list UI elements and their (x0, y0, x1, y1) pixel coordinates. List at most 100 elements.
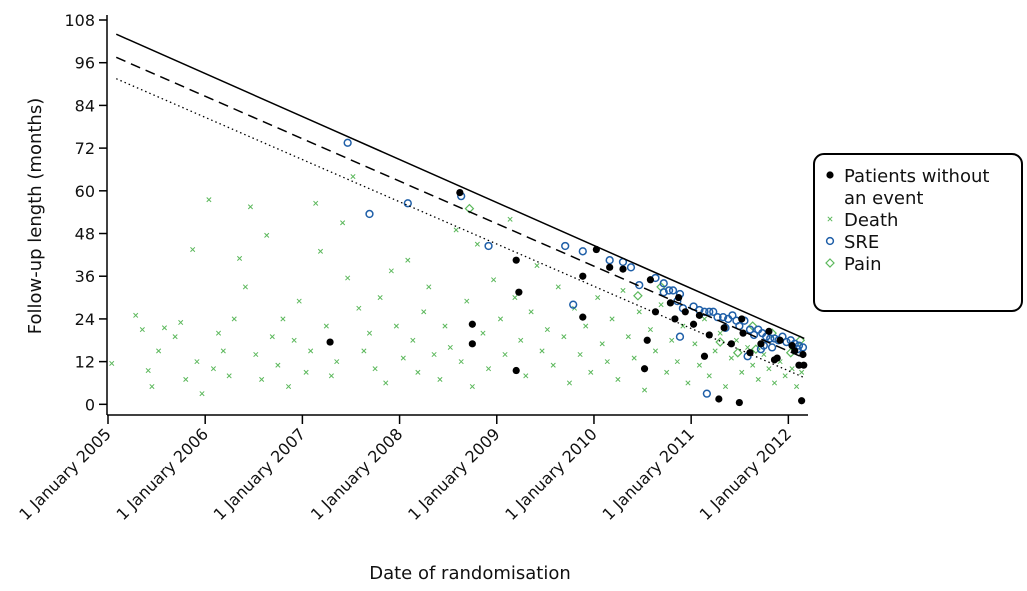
death-point (361, 348, 367, 354)
y-tick-label: 84 (75, 96, 95, 115)
death-point (226, 373, 232, 379)
no-event-point (512, 366, 520, 375)
no-event-point (579, 272, 587, 280)
death-point (253, 351, 259, 358)
death-point (583, 323, 589, 329)
x-tick-label: 1 January 2012 (696, 424, 796, 524)
death-point (620, 287, 626, 294)
death-point (236, 255, 243, 261)
death-point (664, 369, 670, 375)
death-point (242, 284, 248, 290)
pain-point (825, 258, 835, 268)
death-point (625, 334, 631, 340)
no-event-point (643, 336, 651, 344)
death-point (577, 351, 583, 358)
sre-point (745, 325, 755, 334)
death-point (139, 327, 145, 333)
no-event-point (468, 320, 476, 328)
no-event-point (468, 340, 476, 348)
y-tick-label: 48 (75, 225, 95, 244)
y-tick-label: 96 (75, 54, 95, 73)
death-point (502, 351, 508, 358)
sre-point (728, 311, 737, 320)
death-point (692, 341, 698, 347)
death-point (109, 360, 115, 366)
death-point (350, 174, 356, 180)
sre-point (702, 389, 712, 398)
death-point (739, 369, 745, 375)
legend-label: Pain (844, 254, 882, 275)
death-point (766, 366, 772, 372)
no-event-point (765, 327, 773, 335)
death-point (474, 241, 480, 247)
death-point (383, 380, 389, 386)
death-point (615, 376, 621, 382)
sre-point (705, 307, 714, 316)
death-point (431, 351, 437, 358)
no-event-point (640, 365, 649, 373)
no-event-point (738, 315, 746, 323)
death-point (528, 309, 534, 315)
death-point (550, 362, 556, 368)
death-point (799, 369, 805, 375)
death-point (566, 380, 573, 386)
death-point (303, 369, 309, 375)
pain-point (732, 347, 743, 358)
pain-point (751, 344, 761, 355)
death-point (340, 220, 346, 226)
sre-point (343, 138, 352, 147)
death-point (507, 216, 513, 222)
death-point (388, 268, 394, 274)
death-point (518, 337, 524, 343)
y-tick-label: 12 (75, 353, 95, 372)
death-point (275, 362, 281, 368)
no-event-point (456, 188, 464, 197)
no-event-point (757, 340, 765, 348)
death-point (247, 204, 254, 210)
plot-area (109, 33, 808, 407)
death-point (647, 327, 653, 333)
no-event-point (512, 256, 520, 264)
y-tick-label: 108 (64, 11, 95, 30)
legend-label: Patients without an event (844, 166, 989, 209)
death-point (717, 330, 723, 336)
death-point (512, 295, 518, 301)
death-point (415, 369, 421, 375)
death-point (366, 330, 373, 336)
death-point (194, 359, 200, 365)
death-point (405, 257, 411, 263)
death-point (178, 319, 184, 326)
death-point (750, 362, 756, 368)
death-point (722, 383, 729, 390)
legend-marker-death (827, 216, 833, 222)
death-point (464, 298, 470, 304)
death-point (149, 383, 155, 390)
death-point (210, 366, 217, 372)
death-point (442, 323, 448, 329)
death-point (491, 277, 497, 283)
y-tick-label: 60 (75, 182, 95, 201)
death-point (308, 348, 314, 354)
death-point (259, 376, 265, 382)
death-point (199, 391, 205, 397)
sre-point (659, 279, 668, 288)
pain-point (633, 290, 643, 301)
death-point (696, 362, 702, 368)
no-event-point (695, 311, 704, 319)
death-point (595, 295, 601, 301)
death-point (523, 373, 529, 379)
death-point (701, 316, 708, 322)
death-point (280, 316, 286, 322)
no-event-point (515, 288, 523, 296)
no-event-point (579, 313, 587, 321)
series-sre (343, 138, 808, 398)
series-pain (464, 203, 806, 358)
no-event-point (798, 397, 806, 405)
x-tick-label: 1 January 2009 (404, 424, 504, 524)
death-point (712, 348, 718, 354)
sre-point (798, 343, 808, 352)
death-point (313, 200, 319, 206)
